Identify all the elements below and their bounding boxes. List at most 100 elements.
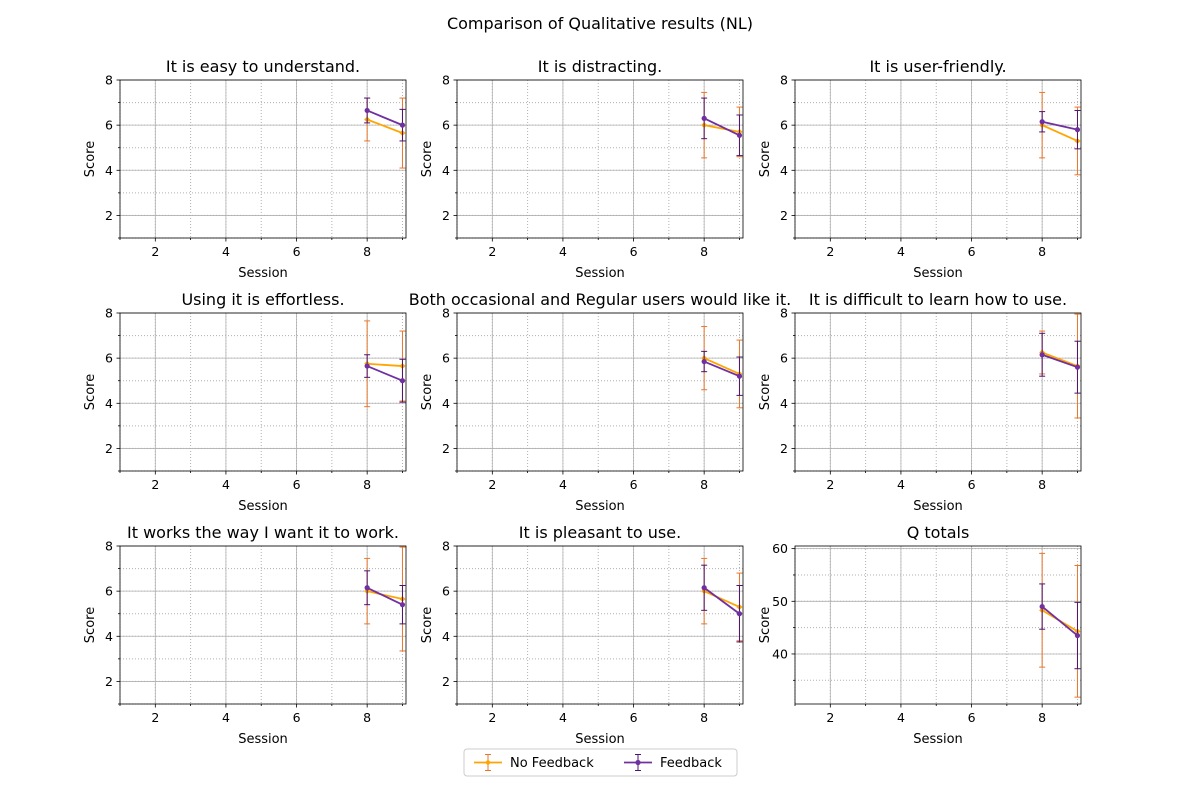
data-point (1074, 632, 1081, 639)
series-feedback (1039, 109, 1081, 150)
subplot-title: It is distracting. (538, 57, 662, 76)
series-line (703, 360, 740, 378)
x-tick-label: 4 (897, 710, 905, 725)
series-feedback (364, 354, 406, 403)
subplot-2: 2 4 6 8 2 4 6 8 It is distracting. Session Score (420, 57, 744, 281)
ticks: 2 4 6 8 2 4 6 8 (442, 539, 740, 725)
subplot-title: It is difficult to learn how to use. (809, 290, 1067, 309)
y-tick-label: 6 (105, 351, 113, 366)
y-tick-label: 50 (772, 594, 788, 609)
data-point (736, 132, 743, 138)
data-point (364, 363, 370, 369)
plot-area (364, 546, 406, 652)
x-tick-label: 2 (826, 710, 834, 725)
series-feedback (364, 570, 406, 625)
y-tick-label: 2 (105, 674, 113, 689)
y-tick-label: 6 (442, 351, 450, 366)
plot-area (701, 91, 743, 159)
series-line (1041, 351, 1078, 367)
x-tick-label: 6 (630, 710, 638, 725)
x-tick-label: 4 (897, 244, 905, 259)
x-tick-label: 4 (897, 477, 905, 492)
series-line (1041, 124, 1078, 142)
x-tick-label: 2 (488, 477, 496, 492)
y-tick-label: 4 (780, 163, 788, 178)
x-tick-label: 2 (826, 477, 834, 492)
y-tick-label: 6 (780, 118, 788, 133)
y-axis-label: Score (420, 374, 435, 410)
y-tick-label: 6 (442, 584, 450, 599)
x-tick-label: 8 (1038, 244, 1046, 259)
series-line (367, 362, 403, 367)
series-line (703, 590, 740, 608)
x-axis-label: Session (575, 499, 625, 514)
legend: No Feedback Feedback (463, 748, 738, 777)
y-tick-label: 60 (772, 541, 788, 556)
x-tick-label: 6 (293, 710, 301, 725)
series-no-feedback (364, 97, 406, 169)
axes-frame (456, 79, 744, 239)
ticks: 2 4 6 8 2 4 6 8 (105, 306, 403, 492)
legend-entry-feedback: Feedback (624, 754, 722, 771)
y-tick-label: 8 (105, 306, 113, 321)
series-line (703, 587, 741, 615)
y-tick-label: 2 (442, 674, 450, 689)
x-tick-label: 2 (826, 244, 834, 259)
axes-frame (456, 312, 744, 472)
data-point (364, 585, 370, 591)
x-tick-label: 4 (222, 477, 230, 492)
data-point (399, 122, 406, 128)
x-axis-label: Session (575, 732, 625, 747)
axes-frame (119, 545, 407, 705)
x-axis-label: Session (238, 732, 288, 747)
data-point (736, 373, 743, 379)
grid (456, 312, 743, 472)
y-tick-label: 2 (780, 441, 788, 456)
plot-area (1039, 91, 1081, 176)
y-tick-label: 6 (442, 118, 450, 133)
ticks: 2 4 6 8 2 4 6 8 (780, 73, 1078, 259)
x-tick-label: 4 (559, 710, 567, 725)
series-line (703, 124, 740, 133)
grid (794, 79, 1081, 239)
x-axis-label: Session (913, 499, 963, 514)
x-axis-label: Session (238, 499, 288, 514)
series-feedback (701, 564, 743, 643)
x-tick-label: 4 (222, 710, 230, 725)
data-point (1039, 352, 1045, 358)
x-tick-label: 2 (151, 710, 159, 725)
plot-area (1039, 313, 1081, 419)
subplot-6: 2 4 6 8 2 4 6 8 It is difficult to learn how to … (758, 290, 1082, 514)
x-tick-label: 8 (1038, 710, 1046, 725)
series-line (366, 118, 403, 134)
grid (119, 545, 406, 705)
grid (794, 312, 1081, 472)
series-feedback (701, 97, 743, 157)
ticks: 2 4 6 8 2 4 6 8 (442, 306, 740, 492)
data-point (1039, 603, 1045, 610)
axes-frame (119, 312, 407, 472)
subplot-4: 2 4 6 8 2 4 6 8 Using it is effortless. Session Sc… (83, 290, 407, 514)
y-tick-label: 2 (105, 208, 113, 223)
data-point (399, 378, 406, 384)
x-tick-label: 8 (700, 244, 708, 259)
grid (119, 79, 406, 239)
y-tick-label: 4 (442, 396, 450, 411)
x-tick-label: 6 (968, 710, 976, 725)
series-feedback (1039, 332, 1081, 394)
ticks: 2 4 6 8 40 50 60 (772, 541, 1078, 725)
series-no-feedback (364, 546, 406, 652)
figure-title: Comparison of Qualitative results (NL) (447, 14, 753, 33)
y-tick-label: 2 (442, 208, 450, 223)
series-line (366, 109, 403, 126)
y-tick-label: 6 (105, 584, 113, 599)
series-line (366, 586, 403, 606)
subplot-7: 2 4 6 8 2 4 6 8 It works the way I want it to wo… (83, 523, 407, 747)
x-tick-label: 2 (151, 244, 159, 259)
data-point (701, 585, 707, 591)
subplot-title: Q totals (907, 523, 970, 542)
axes-frame (794, 79, 1082, 239)
y-tick-label: 4 (105, 396, 113, 411)
axes-frame (794, 545, 1082, 705)
